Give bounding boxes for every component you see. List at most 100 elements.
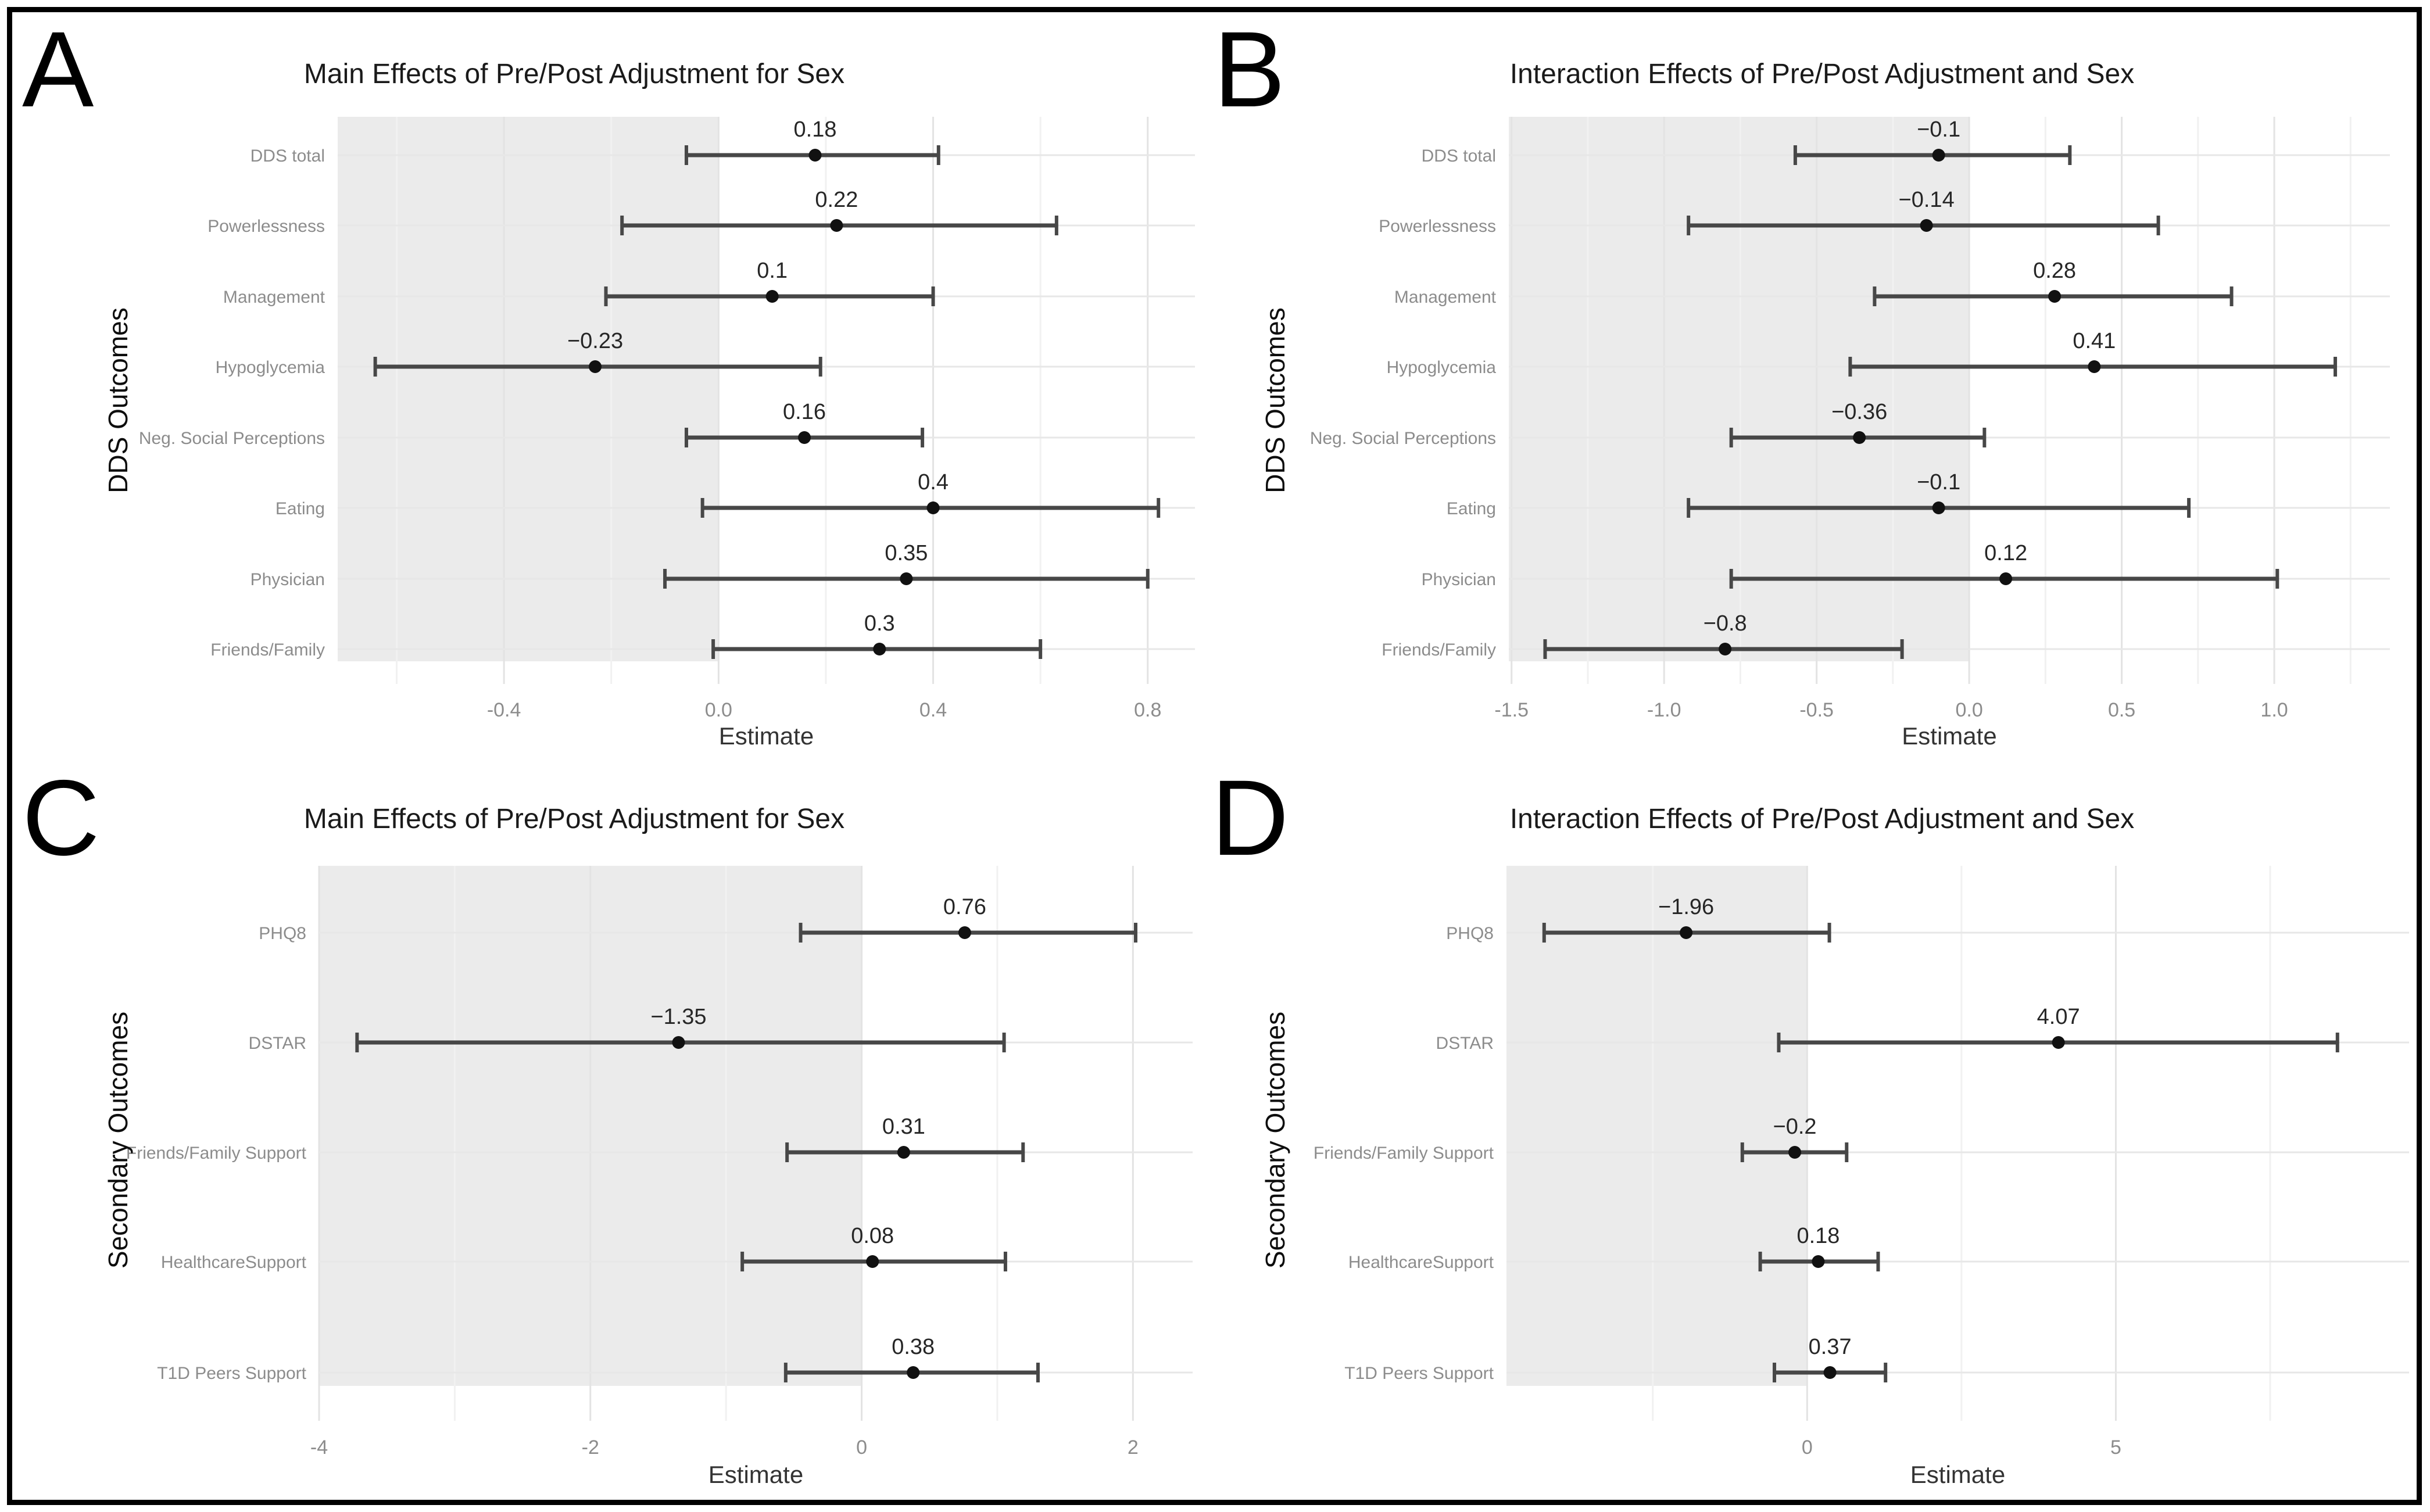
row-label: Eating	[275, 499, 325, 518]
row-label: Hypoglycemia	[216, 358, 325, 377]
estimate-point	[589, 360, 602, 373]
panel-b-plot-area: DDS total Powerlessness Management Hypoglyc…	[1310, 117, 2390, 750]
estimate-point	[798, 431, 811, 444]
estimate-point	[2088, 360, 2101, 373]
x-axis-title: Estimate	[708, 1461, 803, 1488]
estimate-value-label: 0.16	[783, 400, 826, 424]
row-label: Management	[223, 288, 325, 307]
x-tick-label: -0.5	[1799, 699, 1834, 721]
estimate-point	[1823, 1366, 1837, 1379]
row-label: Friends/Family	[1382, 640, 1496, 660]
estimate-point	[1853, 431, 1866, 444]
estimate-value-label: 0.41	[2073, 329, 2116, 353]
estimate-value-label: −0.2	[1773, 1115, 1817, 1139]
row-label: HealthcareSupport	[1348, 1253, 1494, 1272]
x-tick-label: 0.0	[705, 699, 732, 721]
estimate-point	[1999, 572, 2013, 585]
estimate-point	[958, 926, 971, 939]
figure-border-frame	[7, 7, 2422, 1505]
x-axis-title: Estimate	[1910, 1461, 2005, 1488]
y-axis-title-d: Secondary Outcomes	[1260, 1011, 1290, 1269]
y-axis-title-b: DDS Outcomes	[1260, 307, 1290, 493]
panel-letter-b: B	[1214, 10, 1286, 130]
estimate-value-label: 0.76	[943, 895, 986, 919]
null-region-shade	[338, 117, 719, 661]
estimate-value-label: 0.3	[864, 611, 895, 636]
row-label: Friends/Family Support	[126, 1144, 307, 1163]
estimate-value-label: −0.36	[1831, 400, 1887, 424]
row-label: Eating	[1447, 499, 1496, 518]
estimate-point	[907, 1366, 920, 1379]
estimate-value-label: 0.37	[1809, 1335, 1852, 1359]
estimate-value-label: 0.35	[885, 541, 928, 565]
x-axis-title: Estimate	[1902, 722, 1996, 750]
y-axis-title-c: Secondary Outcomes	[103, 1011, 133, 1269]
estimate-value-label: 0.18	[794, 117, 837, 142]
x-tick-label: 0.0	[1955, 699, 1982, 721]
x-tick-label: 2	[1128, 1436, 1139, 1459]
panel-letter-c: C	[22, 758, 100, 878]
x-tick-label: 0.8	[1134, 699, 1161, 721]
row-label: HealthcareSupport	[161, 1253, 307, 1272]
panel-title-d: Interaction Effects of Pre/Post Adjustme…	[1509, 804, 2135, 834]
estimate-value-label: −1.35	[650, 1005, 706, 1029]
row-label: Neg. Social Perceptions	[1310, 429, 1496, 448]
estimate-value-label: 0.18	[1796, 1224, 1840, 1248]
estimate-point	[873, 643, 886, 655]
panel-d-plot-area: PHQ8 DSTAR Friends/Family Support Healthcar…	[1314, 866, 2409, 1488]
estimate-point	[2052, 1036, 2065, 1049]
x-tick-label: 5	[2110, 1436, 2121, 1459]
estimate-point	[672, 1036, 685, 1049]
estimate-point	[2048, 290, 2062, 303]
panel-letter-a: A	[22, 10, 94, 130]
x-tick-label: -1.5	[1494, 699, 1529, 721]
x-tick-label: -2	[582, 1436, 599, 1459]
estimate-value-label: 0.28	[2033, 259, 2076, 283]
row-label: PHQ8	[259, 924, 306, 943]
estimate-value-label: 0.22	[815, 188, 858, 212]
estimate-value-label: −0.23	[567, 329, 623, 353]
x-tick-label: 0.4	[919, 699, 947, 721]
panel-title-a: Main Effects of Pre/Post Adjustment for …	[303, 59, 845, 89]
estimate-value-label: −0.1	[1917, 470, 1960, 495]
y-axis-title-a: DDS Outcomes	[103, 307, 133, 493]
row-label: DDS total	[1422, 146, 1496, 166]
x-tick-label: -0.4	[487, 699, 521, 721]
row-label: DSTAR	[249, 1034, 306, 1053]
estimate-value-label: −1.96	[1658, 895, 1714, 919]
row-label: Physician	[250, 570, 325, 589]
estimate-value-label: 0.31	[882, 1115, 925, 1139]
estimate-point	[926, 501, 940, 514]
panel-a-plot-area: DDS total Powerlessness Management Hypoglyc…	[139, 117, 1195, 750]
x-tick-label: -4	[310, 1436, 328, 1459]
row-label: Hypoglycemia	[1387, 358, 1497, 377]
estimate-value-label: 0.08	[851, 1224, 894, 1248]
row-label: Friends/Family Support	[1314, 1144, 1494, 1163]
x-tick-label: 0	[856, 1436, 867, 1459]
estimate-value-label: 0.38	[892, 1335, 935, 1359]
estimate-value-label: −0.1	[1917, 117, 1960, 142]
x-axis-title: Estimate	[719, 722, 814, 750]
estimate-point	[900, 572, 913, 585]
estimate-point	[866, 1255, 879, 1268]
x-tick-label: -1.0	[1647, 699, 1681, 721]
x-tick-label: 1.0	[2260, 699, 2288, 721]
panel-title-c: Main Effects of Pre/Post Adjustment for …	[303, 804, 845, 834]
row-label: Neg. Social Perceptions	[139, 429, 325, 448]
estimate-point	[1680, 926, 1693, 939]
row-label: DDS total	[250, 146, 325, 166]
estimate-value-label: 0.4	[918, 470, 949, 495]
estimate-point	[897, 1146, 910, 1159]
estimate-point	[765, 290, 779, 303]
row-label: T1D Peers Support	[157, 1364, 306, 1383]
estimate-point	[1812, 1255, 1825, 1268]
row-label: Physician	[1422, 570, 1496, 589]
row-label: DSTAR	[1436, 1034, 1494, 1053]
row-label: PHQ8	[1446, 924, 1494, 943]
estimate-value-label: −0.8	[1703, 611, 1747, 636]
row-label: Powerlessness	[207, 217, 325, 236]
panel-c-plot-area: PHQ8 DSTAR Friends/Family Support Healthcar…	[126, 866, 1193, 1488]
estimate-point	[1788, 1146, 1802, 1159]
